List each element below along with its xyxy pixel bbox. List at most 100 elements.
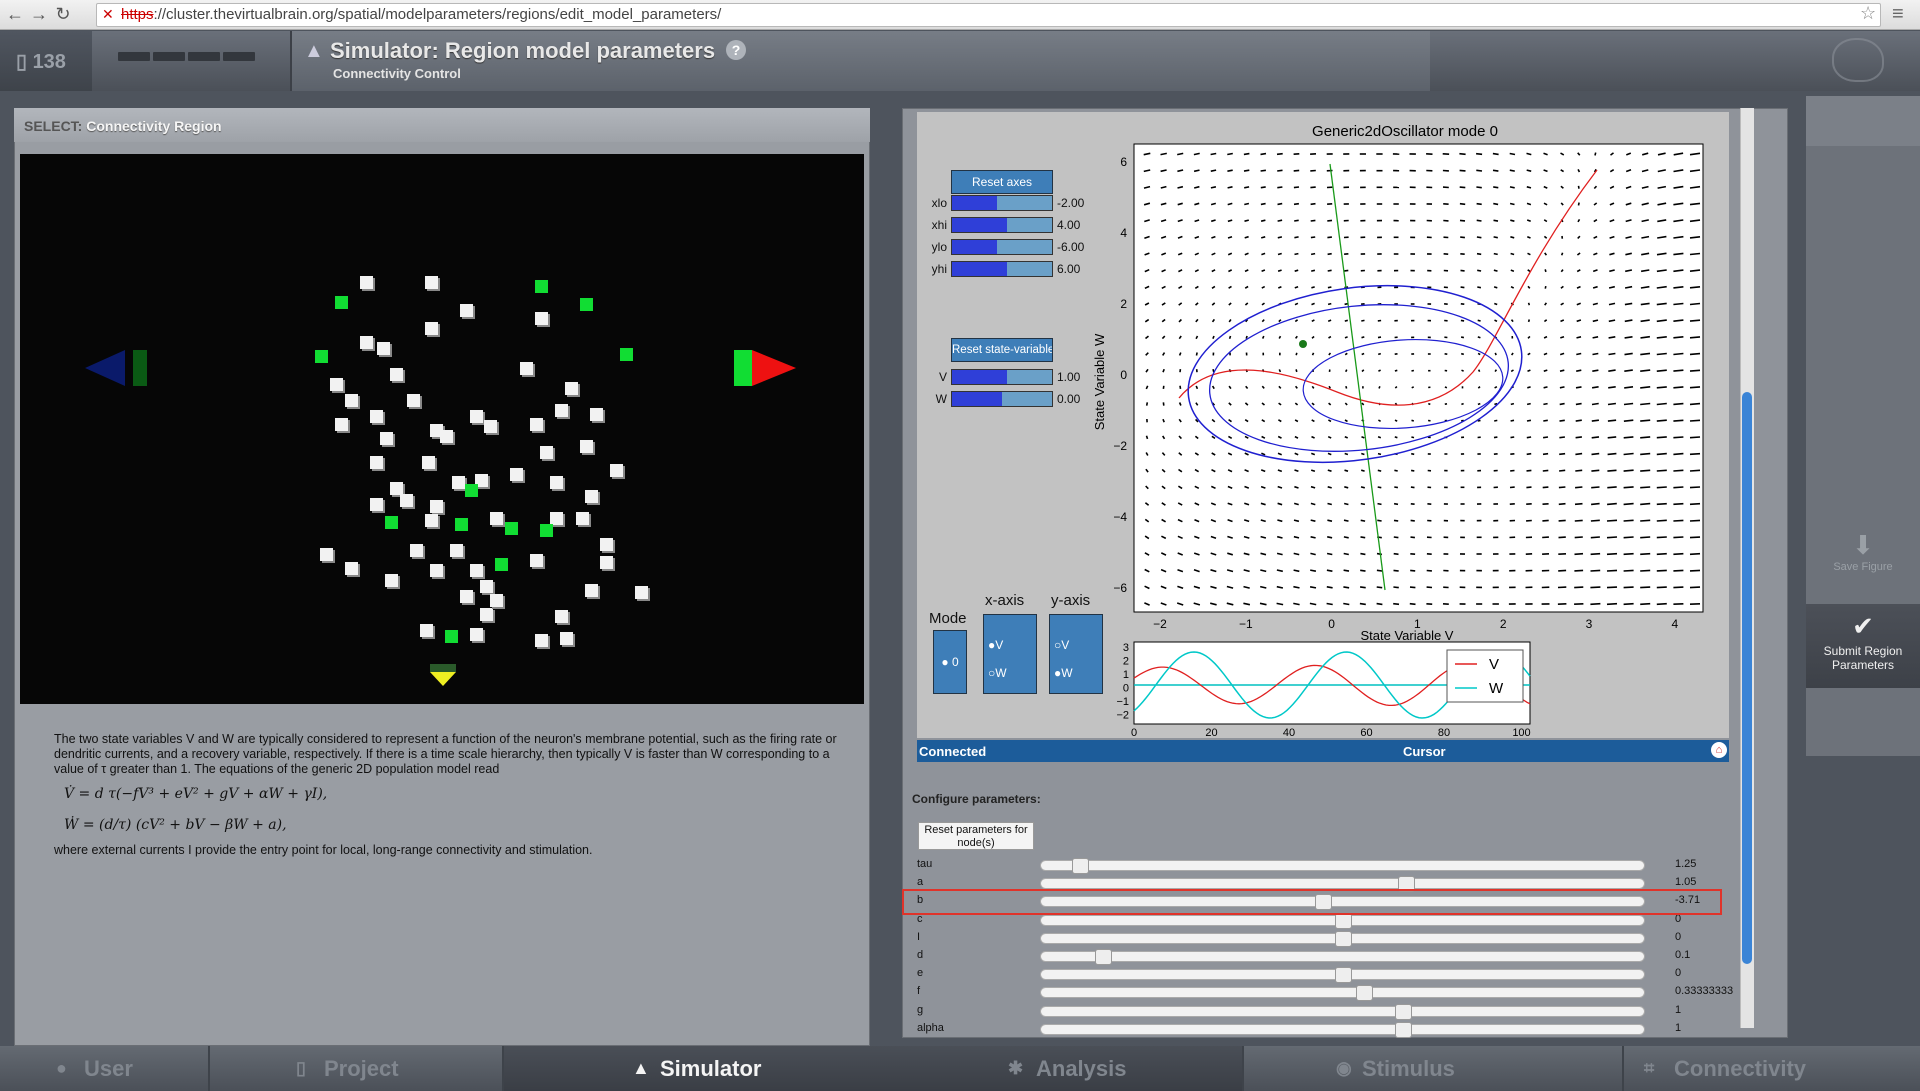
brain-region-node[interactable] xyxy=(470,410,483,423)
slider-handle[interactable] xyxy=(1397,876,1415,893)
brain-region-node[interactable] xyxy=(555,404,568,417)
reset-axes-button[interactable]: Reset axes xyxy=(951,170,1053,194)
brain-region-node[interactable] xyxy=(460,304,473,317)
brain-region-node[interactable] xyxy=(390,368,403,381)
phase-plane-plot[interactable]: Generic2dOscillator mode 0 −2 −1 0 1 2 3 4 642… xyxy=(917,112,1729,738)
brain-region-node[interactable] xyxy=(555,610,568,623)
brain-region-node[interactable] xyxy=(407,394,420,407)
bookmark-star-icon[interactable]: ☆ xyxy=(1860,3,1877,23)
brain-region-node[interactable] xyxy=(600,556,613,569)
slider-handle[interactable] xyxy=(1334,930,1352,947)
brain-region-node[interactable] xyxy=(385,516,398,529)
mode-selector[interactable]: ● 0 xyxy=(933,630,967,694)
brain-region-node[interactable] xyxy=(484,420,497,433)
brain-region-node[interactable] xyxy=(422,456,435,469)
slider-handle[interactable] xyxy=(1334,967,1352,984)
brain-region-node[interactable] xyxy=(480,608,493,621)
brain-region-node[interactable] xyxy=(590,408,603,421)
brain-region-node[interactable] xyxy=(576,512,589,525)
brain-region-node[interactable] xyxy=(425,514,438,527)
brain-region-node[interactable] xyxy=(600,538,613,551)
brain-region-node[interactable] xyxy=(320,548,333,561)
parameter-slider[interactable] xyxy=(1040,985,1645,1002)
operation-counter[interactable]: ▯ 138 xyxy=(0,31,92,91)
brain-region-node[interactable] xyxy=(465,484,478,497)
brain-region-node[interactable] xyxy=(635,586,648,599)
parameter-slider[interactable] xyxy=(1040,949,1645,965)
brain-region-node[interactable] xyxy=(535,634,548,647)
brain-region-node[interactable] xyxy=(510,468,523,481)
reload-icon[interactable]: ↻ xyxy=(55,4,71,24)
brain-region-node[interactable] xyxy=(335,418,348,431)
axis-range-slider[interactable] xyxy=(951,261,1053,277)
brain-region-node[interactable] xyxy=(452,476,465,489)
brain-region-node[interactable] xyxy=(315,350,328,363)
tab-project[interactable]: ▯ Project xyxy=(210,1046,504,1091)
brain-region-node[interactable] xyxy=(535,312,548,325)
brain-region-node[interactable] xyxy=(360,336,373,349)
brain-region-node[interactable] xyxy=(390,482,403,495)
brain-region-canvas[interactable] xyxy=(20,154,864,704)
brain-region-node[interactable] xyxy=(550,476,563,489)
brain-region-node[interactable] xyxy=(330,378,343,391)
brain-region-node[interactable] xyxy=(580,440,593,453)
tab-stimulus[interactable]: ◉ Stimulus xyxy=(1244,1046,1624,1091)
state-variable-slider[interactable] xyxy=(951,369,1053,385)
brain-region-node[interactable] xyxy=(420,624,433,637)
brain-region-node[interactable] xyxy=(370,498,383,511)
brain-region-node[interactable] xyxy=(550,512,563,525)
axis-range-slider[interactable] xyxy=(951,217,1053,233)
brain-region-node[interactable] xyxy=(490,594,503,607)
forward-icon[interactable]: → xyxy=(30,4,48,24)
brain-region-node[interactable] xyxy=(530,418,543,431)
save-figure-button[interactable]: ⬇ Save Figure xyxy=(1812,530,1914,590)
tab-analysis[interactable]: ✱ Analysis xyxy=(1000,1046,1244,1091)
parameter-slider[interactable] xyxy=(1040,967,1645,984)
parameter-slider[interactable] xyxy=(1040,876,1645,893)
brain-region-node[interactable] xyxy=(460,590,473,603)
brain-region-node[interactable] xyxy=(370,456,383,469)
x-axis-selector[interactable]: ●V ○W xyxy=(983,614,1037,694)
brain-region-node[interactable] xyxy=(400,494,413,507)
y-option-v[interactable]: ○V xyxy=(1054,638,1070,652)
slider-handle[interactable] xyxy=(1394,1003,1412,1020)
brain-region-node[interactable] xyxy=(610,464,623,477)
brain-region-node[interactable] xyxy=(470,564,483,577)
reset-parameters-button[interactable]: Reset parameters for node(s) xyxy=(918,822,1034,850)
brain-region-node[interactable] xyxy=(370,410,383,423)
parameter-slider[interactable] xyxy=(1040,1003,1645,1020)
brain-region-node[interactable] xyxy=(565,382,578,395)
brain-region-node[interactable] xyxy=(345,394,358,407)
brain-region-node[interactable] xyxy=(430,424,443,437)
brain-region-node[interactable] xyxy=(425,322,438,335)
brain-region-node[interactable] xyxy=(410,544,423,557)
parameter-slider[interactable] xyxy=(1040,1021,1645,1038)
brain-region-node[interactable] xyxy=(580,298,593,311)
brain-region-node[interactable] xyxy=(530,554,543,567)
back-icon[interactable]: ← xyxy=(6,4,24,24)
slider-handle[interactable] xyxy=(1095,949,1113,965)
select-value[interactable]: Connectivity Region xyxy=(86,118,222,134)
brain-region-node[interactable] xyxy=(505,522,518,535)
brain-region-node[interactable] xyxy=(377,342,390,355)
parameter-slider[interactable] xyxy=(1040,894,1645,911)
tab-simulator[interactable]: ▲ Simulator xyxy=(504,1046,1244,1091)
axis-range-slider[interactable] xyxy=(951,195,1053,211)
brain-region-node[interactable] xyxy=(430,500,443,513)
slider-handle[interactable] xyxy=(1355,985,1373,1002)
parameter-slider[interactable] xyxy=(1040,858,1645,874)
brain-region-node[interactable] xyxy=(380,432,393,445)
brain-region-node[interactable] xyxy=(540,446,553,459)
brain-region-node[interactable] xyxy=(475,474,488,487)
axis-range-slider[interactable] xyxy=(951,239,1053,255)
brain-region-node[interactable] xyxy=(385,574,398,587)
y-axis-selector[interactable]: ○V ●W xyxy=(1049,614,1103,694)
brain-region-node[interactable] xyxy=(585,584,598,597)
reset-state-button[interactable]: Reset state-variables xyxy=(951,338,1053,362)
brain-region-node[interactable] xyxy=(470,628,483,641)
help-icon[interactable]: ? xyxy=(726,40,746,60)
brain-region-node[interactable] xyxy=(450,544,463,557)
brain-region-node[interactable] xyxy=(535,280,548,293)
slider-handle[interactable] xyxy=(1314,894,1332,911)
parameter-slider[interactable] xyxy=(1040,912,1645,929)
